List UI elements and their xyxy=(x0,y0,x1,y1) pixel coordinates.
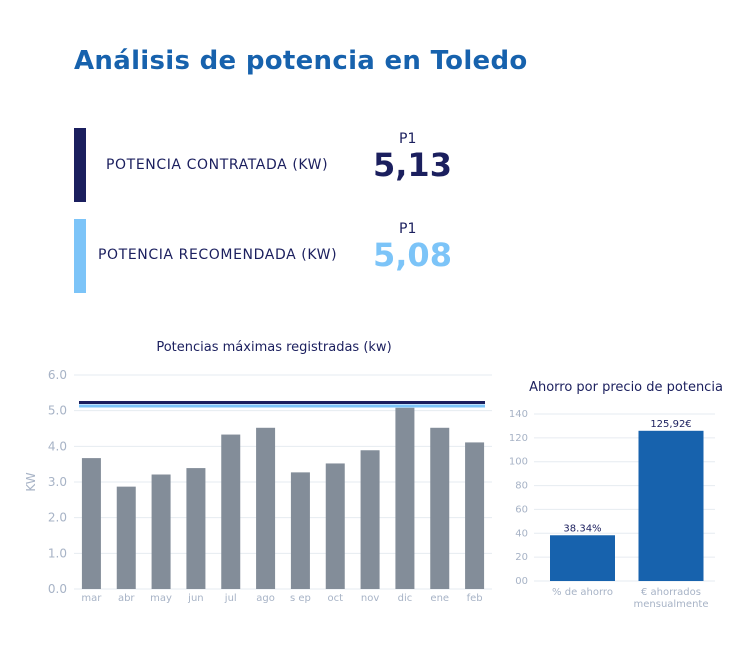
savings-x-tick: € ahorrados xyxy=(641,587,701,598)
savings-data-label: 38.34% xyxy=(563,523,601,534)
savings-y-tick: 140 xyxy=(509,409,528,420)
max-power-y-tick: 6.0 xyxy=(48,368,67,382)
max-power-bar xyxy=(290,472,310,589)
savings-y-tick: 40 xyxy=(515,528,528,539)
max-power-x-tick: mar xyxy=(81,593,102,604)
savings-bar xyxy=(638,430,704,581)
max-power-y-tick: 0.0 xyxy=(48,582,67,596)
savings-x-tick: % de ahorro xyxy=(552,587,613,598)
max-power-x-tick: feb xyxy=(467,593,483,604)
savings-bar xyxy=(550,535,615,581)
max-power-y-tick: 5.0 xyxy=(48,404,67,418)
recommended-power-value: 5,08 xyxy=(373,236,452,274)
max-power-bar xyxy=(151,474,171,589)
max-power-bar xyxy=(221,434,241,589)
max-power-x-tick: jul xyxy=(224,593,237,604)
max-power-x-tick: ago xyxy=(256,593,275,604)
max-power-bar xyxy=(360,450,380,589)
max-power-y-tick: 3.0 xyxy=(48,475,67,489)
max-power-bar xyxy=(430,427,450,589)
savings-data-label: 125,92€ xyxy=(650,419,691,430)
max-power-bar xyxy=(395,407,415,589)
recommended-power-label: POTENCIA RECOMENDADA (KW) xyxy=(98,247,338,263)
savings-chart-title: Ahorro por precio de potencia xyxy=(529,380,723,395)
max-power-x-tick: ene xyxy=(430,593,449,604)
max-power-bar xyxy=(325,463,345,589)
max-power-bar xyxy=(186,468,206,589)
savings-y-tick: 20 xyxy=(515,552,528,563)
max-power-x-tick: nov xyxy=(361,593,379,604)
max-power-x-tick: may xyxy=(150,593,172,604)
max-power-y-axis-label: KW xyxy=(24,472,38,491)
contracted-power-period: P1 xyxy=(399,131,417,147)
max-power-x-tick: s ep xyxy=(290,593,311,604)
contracted-power-marker xyxy=(74,128,86,202)
recommended-power-marker xyxy=(74,219,86,293)
contracted-power-value: 5,13 xyxy=(373,146,452,184)
max-power-bar xyxy=(465,442,485,589)
savings-y-tick: 80 xyxy=(515,481,528,492)
max-power-bar xyxy=(256,427,276,589)
contracted-power-label: POTENCIA CONTRATADA (KW) xyxy=(106,157,329,173)
max-power-bar xyxy=(81,458,101,589)
max-power-chart-title: Potencias máximas registradas (kw) xyxy=(156,340,391,355)
savings-y-tick: 100 xyxy=(509,457,528,468)
max-power-x-tick: oct xyxy=(327,593,343,604)
page-title: Análisis de potencia en Toledo xyxy=(74,46,528,76)
max-power-x-tick: abr xyxy=(118,593,135,604)
savings-x-tick: mensualmente xyxy=(634,599,709,610)
savings-y-tick: 00 xyxy=(515,576,528,587)
recommended-power-period: P1 xyxy=(399,221,417,237)
max-power-bar xyxy=(116,486,136,589)
max-power-x-tick: jun xyxy=(187,593,203,604)
max-power-y-tick: 4.0 xyxy=(48,439,67,453)
savings-y-tick: 120 xyxy=(509,433,528,444)
max-power-y-tick: 1.0 xyxy=(48,546,67,560)
max-power-x-tick: dic xyxy=(398,593,413,604)
max-power-y-tick: 2.0 xyxy=(48,511,67,525)
savings-y-tick: 60 xyxy=(515,504,528,515)
